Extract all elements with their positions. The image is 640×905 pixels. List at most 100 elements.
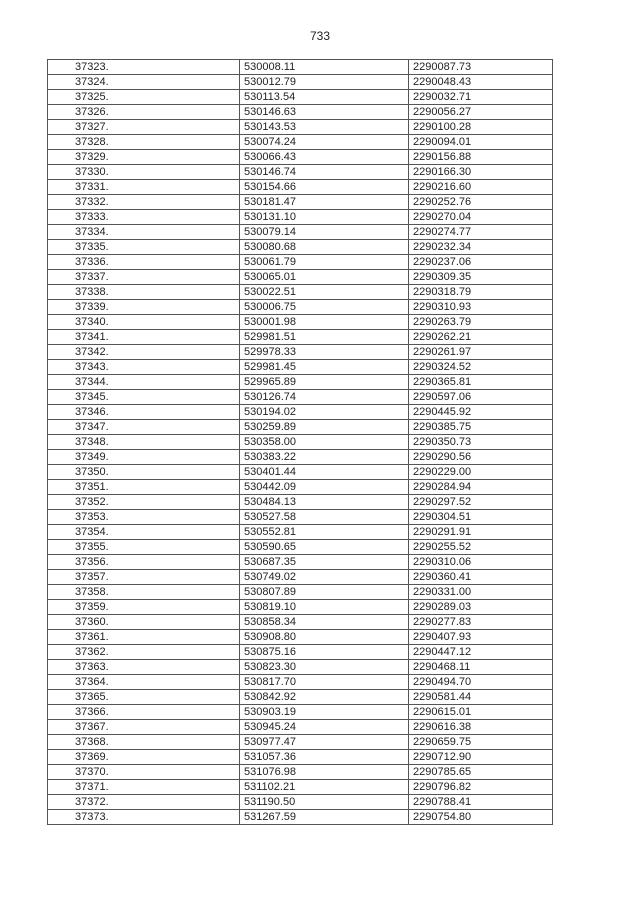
point-number-cell: 37358. bbox=[47, 584, 240, 600]
table-row: 37367. 530945.24 2290616.38 bbox=[47, 719, 553, 735]
y-coordinate-cell: 2290100.28 bbox=[408, 119, 553, 135]
point-number-cell: 37325. bbox=[47, 89, 240, 105]
y-coordinate-cell: 2290318.79 bbox=[408, 284, 553, 300]
x-coordinate-cell: 530903.19 bbox=[239, 704, 409, 720]
y-coordinate-cell: 2290056.27 bbox=[408, 104, 553, 120]
x-coordinate-cell: 530977.47 bbox=[239, 734, 409, 750]
table-row: 37340. 530001.98 2290263.79 bbox=[47, 314, 553, 330]
y-coordinate-cell: 2290754.80 bbox=[408, 809, 553, 825]
table-row: 37332. 530181.47 2290252.76 bbox=[47, 194, 553, 210]
x-coordinate-cell: 530527.58 bbox=[239, 509, 409, 525]
x-coordinate-cell: 530552.81 bbox=[239, 524, 409, 540]
point-number-cell: 37350. bbox=[47, 464, 240, 480]
table-row: 37335. 530080.68 2290232.34 bbox=[47, 239, 553, 255]
x-coordinate-cell: 531057.36 bbox=[239, 749, 409, 765]
point-number-cell: 37369. bbox=[47, 749, 240, 765]
table-row: 37327. 530143.53 2290100.28 bbox=[47, 119, 553, 135]
table-row: 37324. 530012.79 2290048.43 bbox=[47, 74, 553, 90]
y-coordinate-cell: 2290290.56 bbox=[408, 449, 553, 465]
point-number-cell: 37349. bbox=[47, 449, 240, 465]
table-row: 37339. 530006.75 2290310.93 bbox=[47, 299, 553, 315]
point-number-cell: 37333. bbox=[47, 209, 240, 225]
x-coordinate-cell: 530113.54 bbox=[239, 89, 409, 105]
x-coordinate-cell: 530146.63 bbox=[239, 104, 409, 120]
x-coordinate-cell: 530259.89 bbox=[239, 419, 409, 435]
y-coordinate-cell: 2290232.34 bbox=[408, 239, 553, 255]
table-row: 37325. 530113.54 2290032.71 bbox=[47, 89, 553, 105]
y-coordinate-cell: 2290385.75 bbox=[408, 419, 553, 435]
table-row: 37329. 530066.43 2290156.88 bbox=[47, 149, 553, 165]
x-coordinate-cell: 530858.34 bbox=[239, 614, 409, 630]
point-number-cell: 37366. bbox=[47, 704, 240, 720]
x-coordinate-cell: 530080.68 bbox=[239, 239, 409, 255]
point-number-cell: 37327. bbox=[47, 119, 240, 135]
point-number-cell: 37331. bbox=[47, 179, 240, 195]
x-coordinate-cell: 531102.21 bbox=[239, 779, 409, 795]
y-coordinate-cell: 2290445.92 bbox=[408, 404, 553, 420]
table-row: 37338. 530022.51 2290318.79 bbox=[47, 284, 553, 300]
table-row: 37356. 530687.35 2290310.06 bbox=[47, 554, 553, 570]
point-number-cell: 37339. bbox=[47, 299, 240, 315]
y-coordinate-cell: 2290788.41 bbox=[408, 794, 553, 810]
x-coordinate-cell: 530154.66 bbox=[239, 179, 409, 195]
table-row: 37373. 531267.59 2290754.80 bbox=[47, 809, 553, 825]
x-coordinate-cell: 530012.79 bbox=[239, 74, 409, 90]
y-coordinate-cell: 2290350.73 bbox=[408, 434, 553, 450]
point-number-cell: 37371. bbox=[47, 779, 240, 795]
table-body: 37323. 530008.11 2290087.73 37324. 530012.79… bbox=[47, 59, 553, 825]
y-coordinate-cell: 2290365.81 bbox=[408, 374, 553, 390]
y-coordinate-cell: 2290255.52 bbox=[408, 539, 553, 555]
y-coordinate-cell: 2290310.06 bbox=[408, 554, 553, 570]
point-number-cell: 37356. bbox=[47, 554, 240, 570]
point-number-cell: 37362. bbox=[47, 644, 240, 660]
point-number-cell: 37352. bbox=[47, 494, 240, 510]
y-coordinate-cell: 2290796.82 bbox=[408, 779, 553, 795]
y-coordinate-cell: 2290304.51 bbox=[408, 509, 553, 525]
table-row: 37370. 531076.98 2290785.65 bbox=[47, 764, 553, 780]
y-coordinate-cell: 2290289.03 bbox=[408, 599, 553, 615]
table-row: 37334. 530079.14 2290274.77 bbox=[47, 224, 553, 240]
x-coordinate-cell: 530590.65 bbox=[239, 539, 409, 555]
y-coordinate-cell: 2290407.93 bbox=[408, 629, 553, 645]
x-coordinate-cell: 531076.98 bbox=[239, 764, 409, 780]
y-coordinate-cell: 2290494.70 bbox=[408, 674, 553, 690]
table-row: 37330. 530146.74 2290166.30 bbox=[47, 164, 553, 180]
point-number-cell: 37347. bbox=[47, 419, 240, 435]
point-number-cell: 37359. bbox=[47, 599, 240, 615]
page-number: 733 bbox=[309, 29, 331, 43]
y-coordinate-cell: 2290156.88 bbox=[408, 149, 553, 165]
table-row: 37351. 530442.09 2290284.94 bbox=[47, 479, 553, 495]
y-coordinate-cell: 2290331.00 bbox=[408, 584, 553, 600]
table-row: 37328. 530074.24 2290094.01 bbox=[47, 134, 553, 150]
y-coordinate-cell: 2290324.52 bbox=[408, 359, 553, 375]
table-row: 37365. 530842.92 2290581.44 bbox=[47, 689, 553, 705]
table-row: 37366. 530903.19 2290615.01 bbox=[47, 704, 553, 720]
point-number-cell: 37323. bbox=[47, 59, 240, 75]
point-number-cell: 37324. bbox=[47, 74, 240, 90]
x-coordinate-cell: 530358.00 bbox=[239, 434, 409, 450]
point-number-cell: 37348. bbox=[47, 434, 240, 450]
point-number-cell: 37357. bbox=[47, 569, 240, 585]
table-row: 37368. 530977.47 2290659.75 bbox=[47, 734, 553, 750]
y-coordinate-cell: 2290659.75 bbox=[408, 734, 553, 750]
point-number-cell: 37334. bbox=[47, 224, 240, 240]
x-coordinate-cell: 530001.98 bbox=[239, 314, 409, 330]
x-coordinate-cell: 530061.79 bbox=[239, 254, 409, 270]
y-coordinate-cell: 2290277.83 bbox=[408, 614, 553, 630]
table-row: 37360. 530858.34 2290277.83 bbox=[47, 614, 553, 630]
table-row: 37355. 530590.65 2290255.52 bbox=[47, 539, 553, 555]
table-row: 37345. 530126.74 2290597.06 bbox=[47, 389, 553, 405]
y-coordinate-cell: 2290261.97 bbox=[408, 344, 553, 360]
x-coordinate-cell: 530181.47 bbox=[239, 194, 409, 210]
x-coordinate-cell: 530823.30 bbox=[239, 659, 409, 675]
x-coordinate-cell: 530401.44 bbox=[239, 464, 409, 480]
y-coordinate-cell: 2290291.91 bbox=[408, 524, 553, 540]
point-number-cell: 37345. bbox=[47, 389, 240, 405]
x-coordinate-cell: 530131.10 bbox=[239, 209, 409, 225]
point-number-cell: 37370. bbox=[47, 764, 240, 780]
y-coordinate-cell: 2290712.90 bbox=[408, 749, 553, 765]
y-coordinate-cell: 2290216.60 bbox=[408, 179, 553, 195]
y-coordinate-cell: 2290447.12 bbox=[408, 644, 553, 660]
point-number-cell: 37326. bbox=[47, 104, 240, 120]
point-number-cell: 37330. bbox=[47, 164, 240, 180]
